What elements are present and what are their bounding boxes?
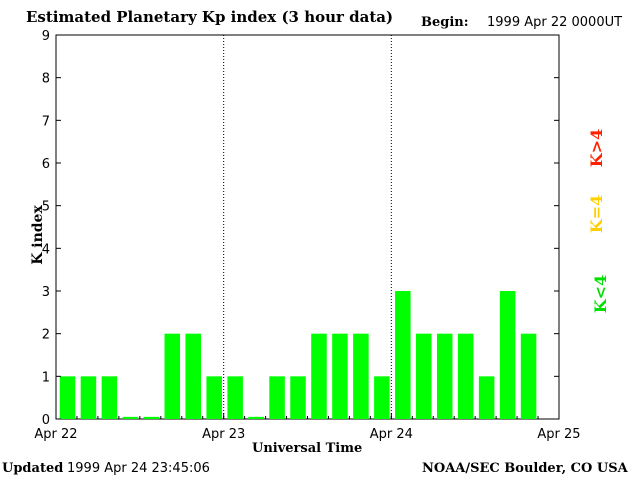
y-tick-label: 3 xyxy=(42,285,50,300)
y-tick-label: 0 xyxy=(42,413,50,428)
legend-k-equals-4: K=4 xyxy=(587,194,607,234)
kp-bar xyxy=(311,333,327,419)
kp-bar xyxy=(101,376,118,419)
kp-bar xyxy=(353,333,369,419)
kp-bar xyxy=(206,376,222,419)
x-tick-label: Apr 25 xyxy=(537,427,580,442)
x-tick-label: Apr 23 xyxy=(202,427,245,442)
kp-bar xyxy=(332,333,348,419)
x-tick-label: Apr 22 xyxy=(34,427,77,442)
kp-bar xyxy=(395,291,411,419)
kp-bar xyxy=(457,333,474,419)
kp-bar xyxy=(227,376,243,419)
begin-label: Begin: xyxy=(421,15,469,30)
kp-bar xyxy=(185,333,201,419)
kp-bar xyxy=(436,333,453,419)
y-tick-label: 7 xyxy=(42,114,50,129)
y-tick-label: 1 xyxy=(42,370,50,385)
kp-bar xyxy=(374,376,390,419)
legend-k-greater-4: K>4 xyxy=(587,128,607,168)
plot-frame xyxy=(55,34,560,420)
kp-bar xyxy=(416,333,432,419)
x-axis-label: Universal Time xyxy=(252,441,363,456)
y-tick-label: 9 xyxy=(42,29,50,44)
y-tick-label: 6 xyxy=(42,157,50,172)
chart-title: Estimated Planetary Kp index (3 hour dat… xyxy=(26,8,394,26)
y-tick-label: 8 xyxy=(42,72,50,87)
kp-bar xyxy=(248,416,264,419)
y-axis-label: K index xyxy=(29,205,46,265)
kp-bar xyxy=(143,416,160,419)
kp-bar xyxy=(269,376,285,419)
kp-bar xyxy=(290,376,306,419)
kp-bar xyxy=(59,376,76,419)
kp-bar xyxy=(122,416,139,419)
y-tick-label: 5 xyxy=(42,200,50,215)
x-tick-label: Apr 24 xyxy=(370,427,413,442)
kp-bar xyxy=(80,376,97,419)
legend-k-less-4: K<4 xyxy=(591,274,611,314)
kp-bar xyxy=(478,376,495,419)
updated-value: 1999 Apr 24 23:45:06 xyxy=(67,461,210,476)
y-tick-label: 4 xyxy=(42,242,50,257)
kp-bar xyxy=(164,333,181,419)
kp-bar xyxy=(520,333,537,419)
credit-text: NOAA/SEC Boulder, CO USA xyxy=(422,461,628,476)
kp-bar xyxy=(499,291,516,419)
y-tick-label: 2 xyxy=(42,328,50,343)
updated-label: Updated xyxy=(2,461,64,476)
begin-value: 1999 Apr 22 0000UT xyxy=(487,15,623,30)
